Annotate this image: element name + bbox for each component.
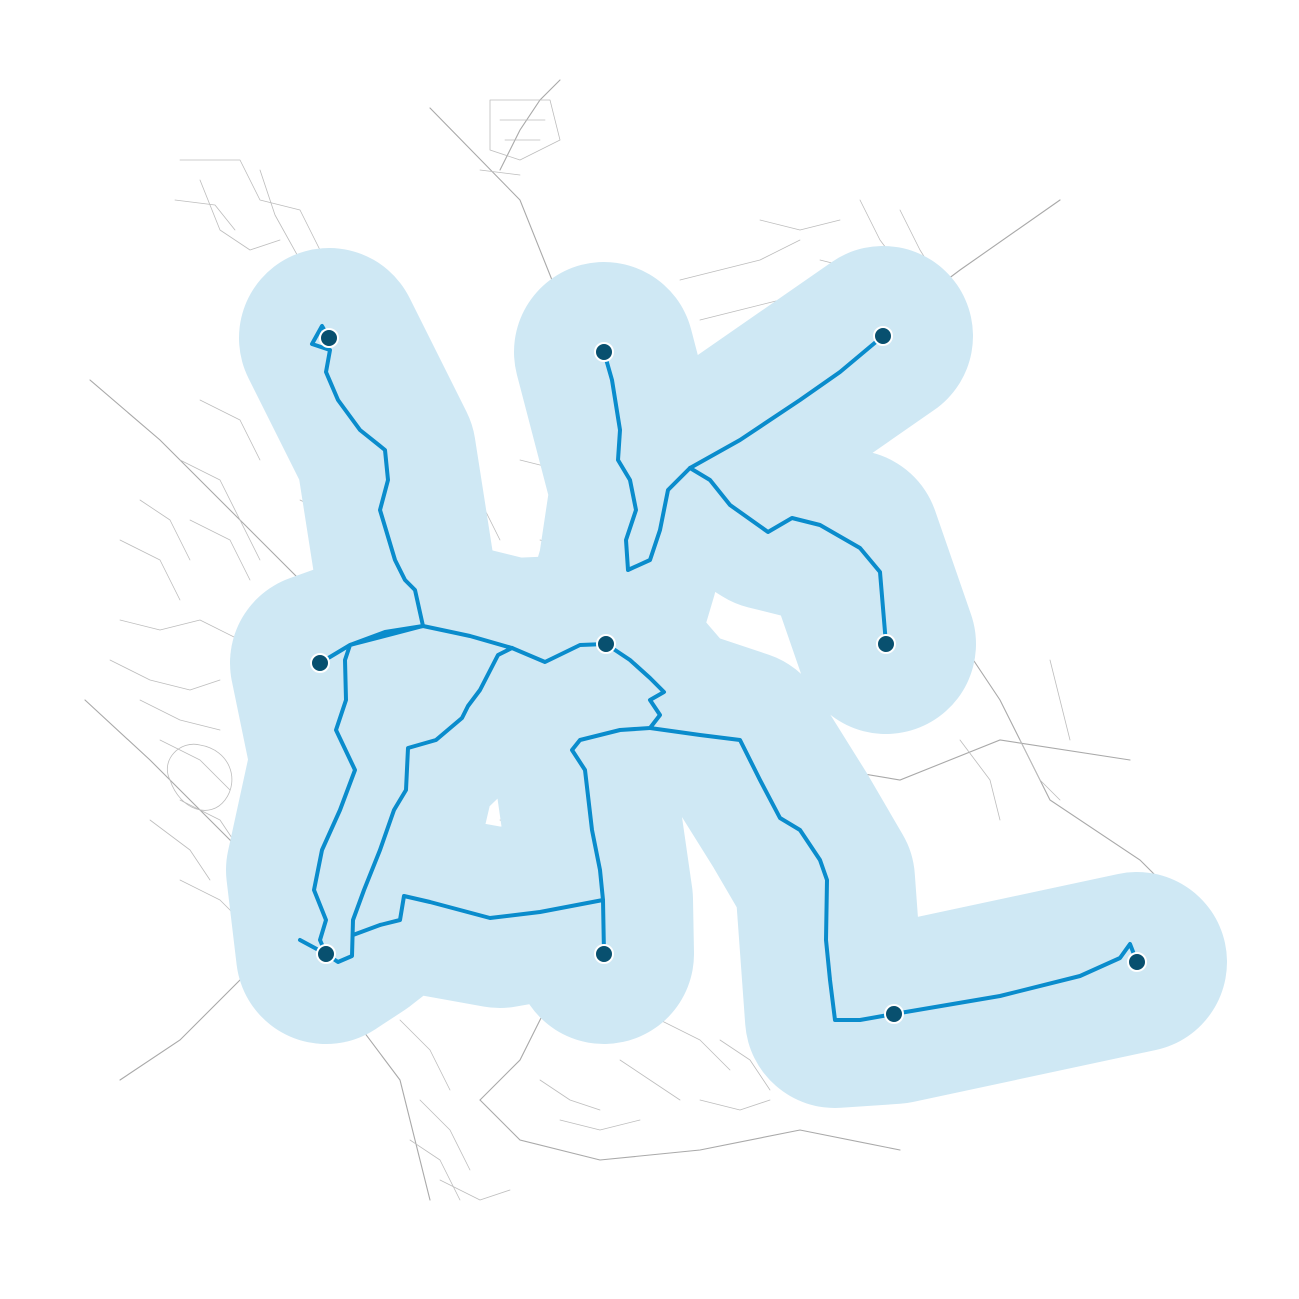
stop-north-marker[interactable]: [594, 342, 614, 362]
route-lines: [298, 324, 1139, 1022]
route-centre-loop: [570, 642, 666, 956]
route-south-connector: [351, 894, 605, 937]
stops: [310, 326, 1147, 1024]
coverage-area: [226, 246, 1227, 1108]
stop-east-marker[interactable]: [876, 634, 896, 654]
route-north: [602, 334, 885, 572]
route-southeast: [648, 726, 1139, 1022]
route-southwest-a: [298, 646, 514, 964]
stop-north-east-marker[interactable]: [873, 326, 893, 346]
route-east: [688, 466, 888, 646]
stop-west-marker[interactable]: [310, 653, 330, 673]
stop-south-west-marker[interactable]: [316, 944, 336, 964]
route-southwest-b: [312, 624, 425, 956]
stop-north-west-marker[interactable]: [319, 328, 339, 348]
route-northwest: [310, 324, 425, 628]
stop-centre-marker[interactable]: [596, 634, 616, 654]
stop-south-east-marker[interactable]: [884, 1004, 904, 1024]
stop-south-marker[interactable]: [594, 944, 614, 964]
stop-far-south-east-marker[interactable]: [1127, 952, 1147, 972]
